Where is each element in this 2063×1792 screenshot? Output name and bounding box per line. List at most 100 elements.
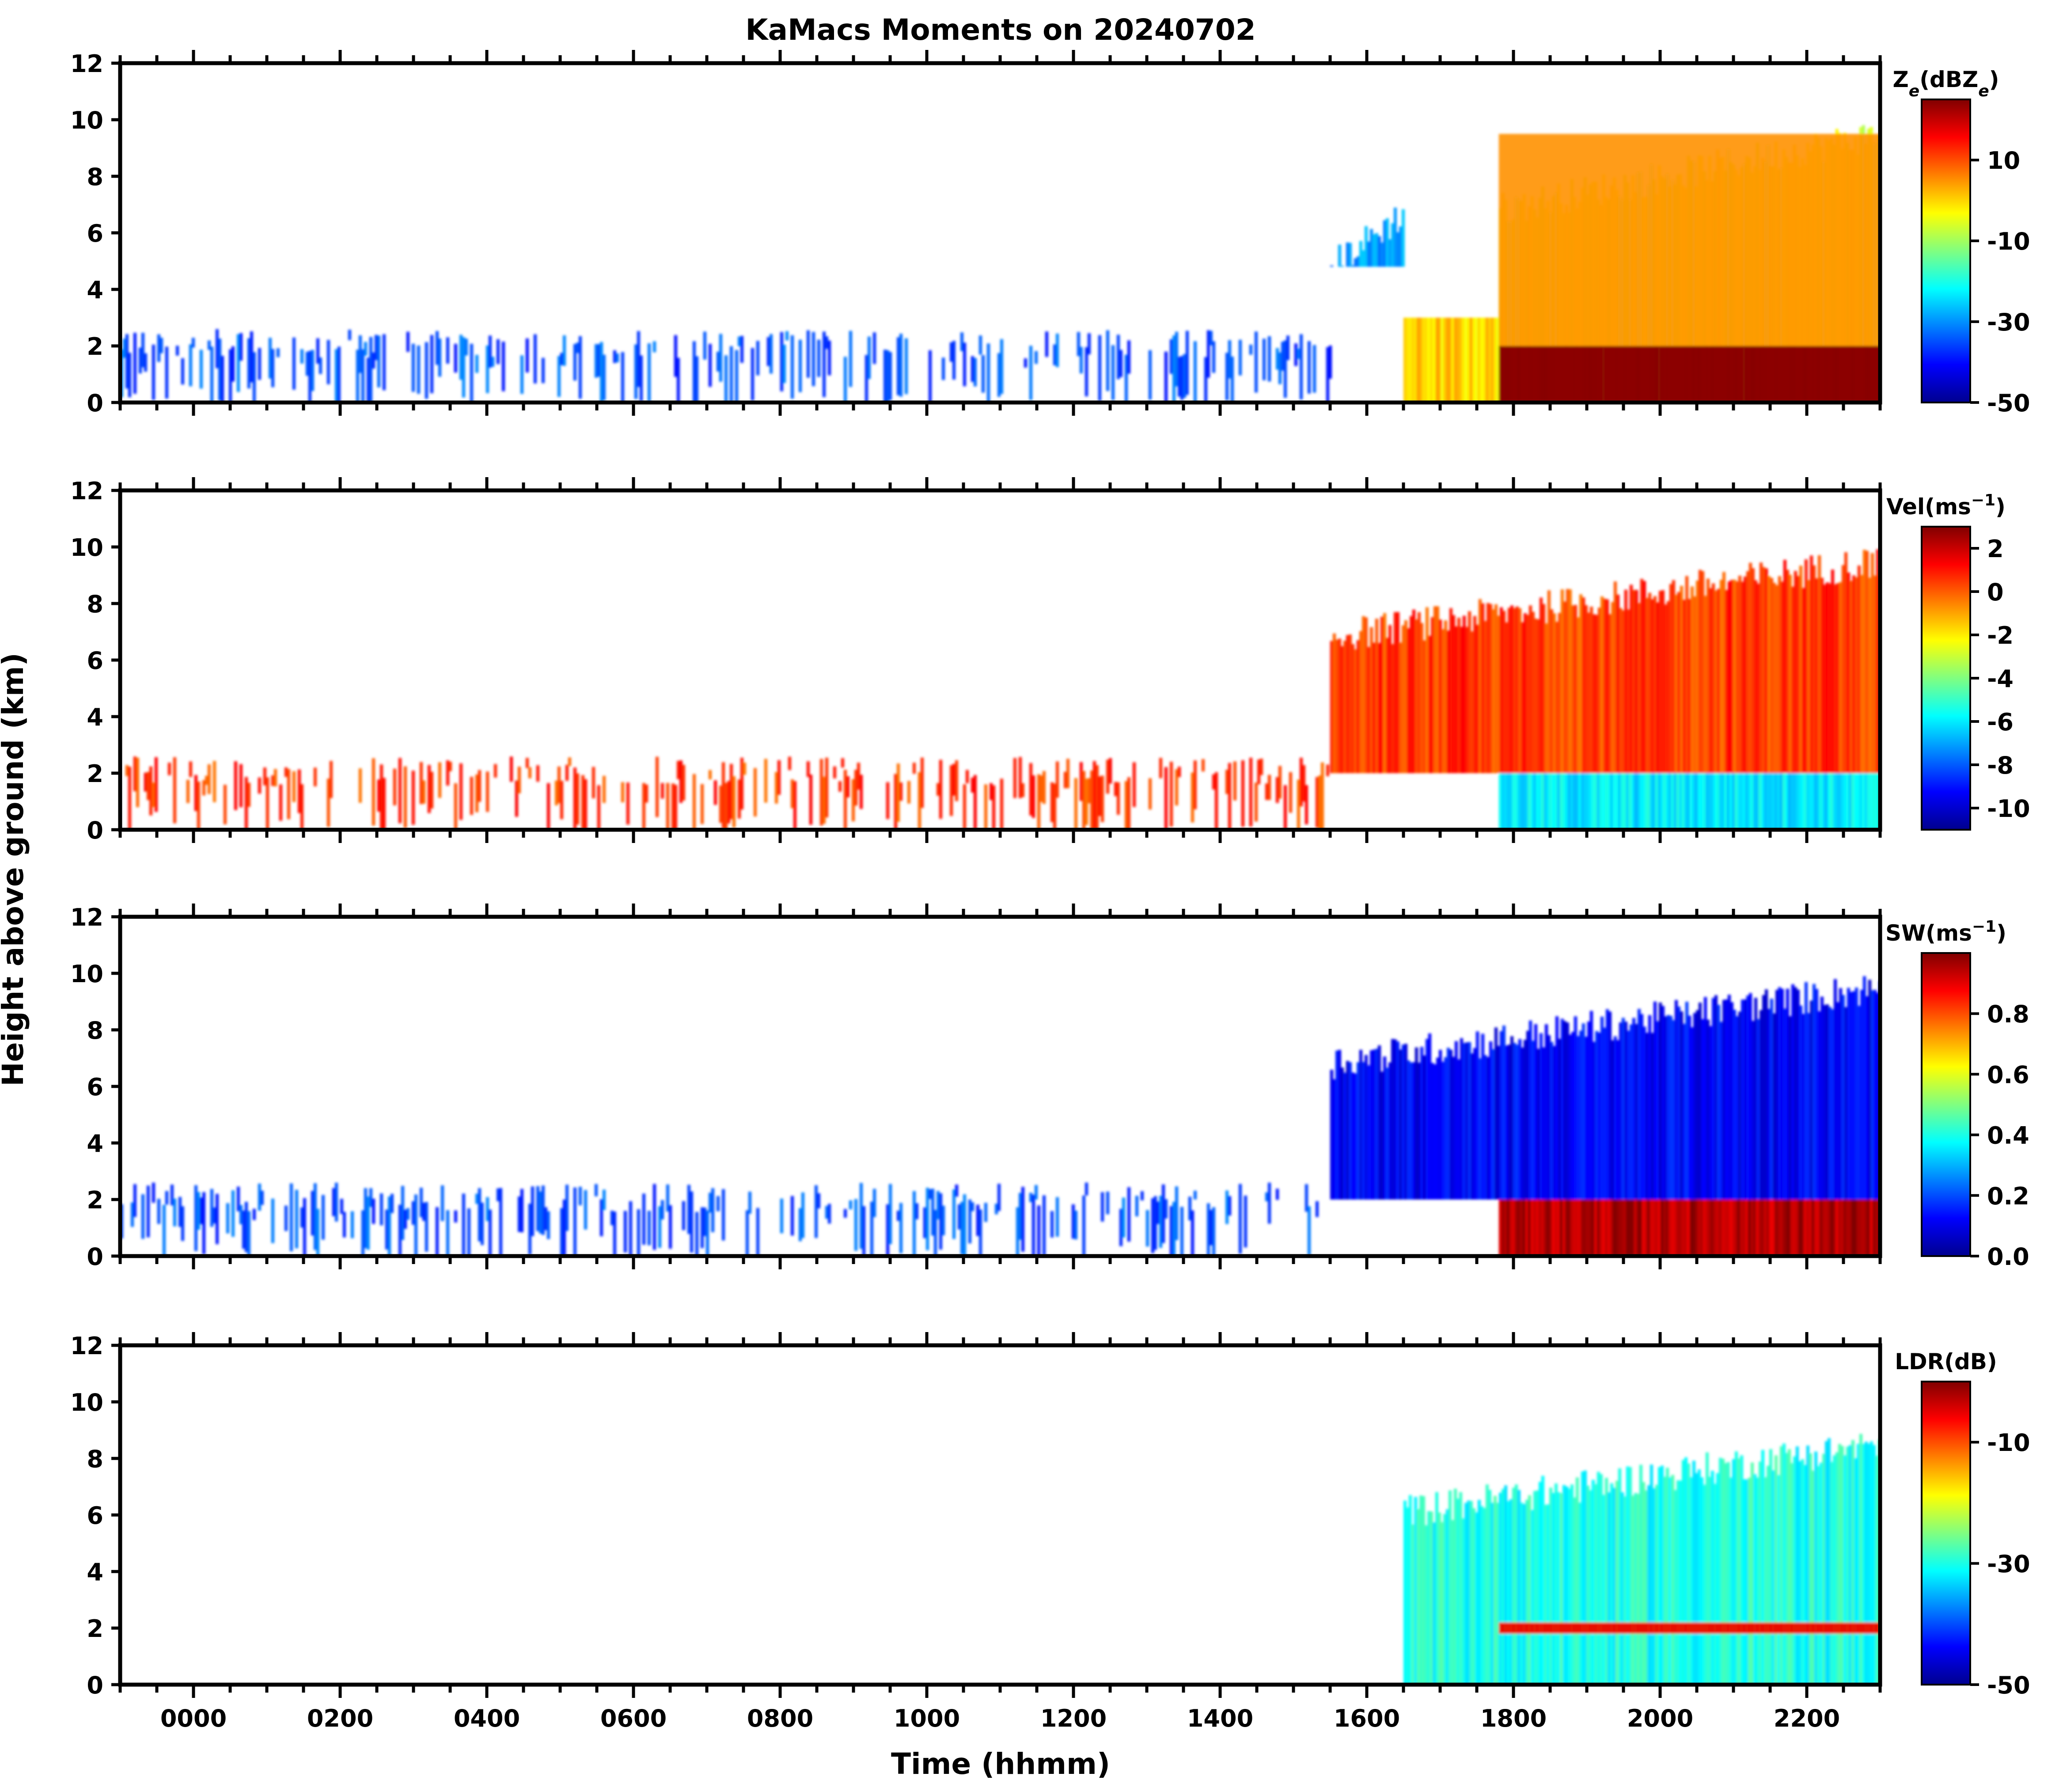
colorbar-tick-label: -10 bbox=[1987, 228, 2030, 255]
radar-field bbox=[1403, 1434, 1880, 1685]
y-axis-ticks: 0 2 4 6 8 10 12 bbox=[70, 477, 120, 844]
feature-spectrum_width-1 bbox=[1330, 976, 1880, 1200]
x-axis-ticks: 0000 0200 0400 0600 0800 1000 1200 1400 1600 1800… bbox=[118, 1332, 1882, 1732]
colorbar-tick-label: 10 bbox=[1987, 147, 2020, 175]
colorbar-spectrum_width: 0.0 0.2 0.4 0.6 0.8 SW(ms−1) bbox=[1885, 918, 2029, 1271]
y-tick-label: 2 bbox=[87, 333, 103, 361]
x-tick-label: 2200 bbox=[1774, 1705, 1840, 1732]
colorbar-gradient bbox=[1921, 952, 1971, 1257]
colorbar-tick-label: 0.6 bbox=[1987, 1061, 2029, 1089]
y-tick-label: 2 bbox=[87, 1186, 103, 1214]
feature-velocity-0 bbox=[125, 756, 1329, 830]
x-axis-label: Time (hhmm) bbox=[891, 1747, 1110, 1781]
feature-reflectivity-0 bbox=[120, 329, 1332, 402]
y-tick-label: 6 bbox=[87, 647, 103, 675]
y-tick-label: 4 bbox=[87, 703, 103, 731]
y-tick-label: 2 bbox=[87, 760, 103, 788]
feature-velocity-1 bbox=[1330, 549, 1880, 773]
colorbar-gradient bbox=[1921, 99, 1971, 403]
y-tick-label: 8 bbox=[87, 590, 103, 618]
feature-spectrum_width-0 bbox=[120, 1182, 1319, 1256]
colorbar-tick-label: 0.4 bbox=[1987, 1122, 2029, 1150]
feature-spectrum_width-2 bbox=[1498, 1200, 1880, 1256]
y-tick-label: 12 bbox=[70, 904, 103, 931]
y-axis-ticks: 0 2 4 6 8 10 12 bbox=[70, 904, 120, 1271]
colorbar-tick-label: 2 bbox=[1987, 535, 2004, 563]
y-tick-label: 12 bbox=[70, 50, 103, 78]
y-tick-label: 4 bbox=[87, 1558, 103, 1586]
x-axis-ticks bbox=[118, 477, 1882, 843]
colorbar-tick-label: -30 bbox=[1987, 308, 2030, 336]
x-tick-label: 0000 bbox=[160, 1705, 227, 1732]
panel-ldr: 0 2 4 6 8 10 12 0000 0200 0400 0600 0800 1000 1200 140… bbox=[70, 1332, 2030, 1732]
panel-spectrum_width: 0 2 4 6 8 10 12 0.0 0.2 0.4 0.6 0.8 SW(ms−1) bbox=[70, 904, 2029, 1271]
x-tick-label: 0600 bbox=[600, 1705, 667, 1732]
feature-reflectivity-3 bbox=[1498, 125, 1880, 346]
y-axis-label: Height above ground (km) bbox=[0, 653, 30, 1086]
x-tick-label: 1000 bbox=[894, 1705, 960, 1732]
colorbar-tick-label: -6 bbox=[1987, 708, 2014, 736]
colorbar-tick-label: 0.2 bbox=[1987, 1182, 2029, 1210]
colorbar-label: Ze(dBZe) bbox=[1893, 67, 1999, 100]
colorbar-tick-label: -10 bbox=[1987, 795, 2030, 823]
y-tick-label: 6 bbox=[87, 1502, 103, 1530]
y-tick-label: 12 bbox=[70, 477, 103, 505]
colorbar-tick-label: -10 bbox=[1987, 1429, 2030, 1457]
panels: 0 2 4 6 8 10 12 -50 -30 -10 10 Ze(dBZe) 0 2 4 6 8 10 12 -10… bbox=[70, 50, 2030, 1732]
x-tick-label: 1200 bbox=[1040, 1705, 1107, 1732]
y-tick-label: 8 bbox=[87, 1445, 103, 1473]
y-tick-label: 0 bbox=[87, 1243, 103, 1271]
y-tick-label: 6 bbox=[87, 220, 103, 247]
y-tick-label: 2 bbox=[87, 1615, 103, 1643]
x-tick-label: 1800 bbox=[1480, 1705, 1547, 1732]
y-tick-label: 8 bbox=[87, 1017, 103, 1044]
colorbar-gradient bbox=[1921, 1381, 1971, 1686]
colorbar-velocity: -10 -8 -6 -4 -2 0 2 Vel(ms−1) bbox=[1886, 491, 2030, 831]
y-tick-label: 0 bbox=[87, 389, 103, 417]
colorbar-tick-label: 0.0 bbox=[1987, 1243, 2029, 1271]
colorbar-tick-label: -2 bbox=[1987, 622, 2014, 649]
x-tick-label: 2000 bbox=[1627, 1705, 1693, 1732]
x-tick-label: 0400 bbox=[454, 1705, 520, 1732]
y-tick-label: 12 bbox=[70, 1332, 103, 1360]
colorbar-reflectivity: -50 -30 -10 10 Ze(dBZe) bbox=[1893, 67, 2030, 417]
chart-title: KaMacs Moments on 20240702 bbox=[745, 13, 1255, 47]
feature-reflectivity-4 bbox=[1498, 346, 1880, 402]
colorbar-tick-label: -50 bbox=[1987, 1671, 2030, 1699]
colorbar-tick-label: -50 bbox=[1987, 389, 2030, 417]
panel-reflectivity: 0 2 4 6 8 10 12 -50 -30 -10 10 Ze(dBZe) bbox=[70, 50, 2030, 417]
y-tick-label: 0 bbox=[87, 816, 103, 844]
colorbar-tick-label: 0 bbox=[1987, 578, 2004, 606]
y-tick-label: 8 bbox=[87, 163, 103, 191]
colorbar-tick-label: 0.8 bbox=[1987, 1000, 2029, 1028]
feature-ldr-1 bbox=[1498, 1622, 1880, 1634]
y-tick-label: 0 bbox=[87, 1671, 103, 1699]
colorbar-label: LDR(dB) bbox=[1895, 1349, 1997, 1374]
colorbar-tick-label: -8 bbox=[1987, 752, 2014, 779]
feature-reflectivity-2 bbox=[1403, 318, 1499, 402]
y-tick-label: 10 bbox=[70, 960, 103, 988]
y-tick-label: 10 bbox=[70, 106, 103, 134]
colorbar-label: SW(ms−1) bbox=[1885, 918, 2006, 946]
colorbar-label: Vel(ms−1) bbox=[1886, 491, 2006, 520]
x-tick-label: 1400 bbox=[1187, 1705, 1253, 1732]
y-tick-label: 10 bbox=[70, 534, 103, 562]
x-axis-ticks bbox=[118, 904, 1882, 1269]
feature-velocity-2 bbox=[1498, 773, 1880, 830]
y-tick-label: 10 bbox=[70, 1389, 103, 1416]
colorbar-tick-label: -30 bbox=[1987, 1550, 2030, 1578]
radar-field bbox=[125, 549, 1880, 830]
x-tick-label: 0800 bbox=[747, 1705, 813, 1732]
y-axis-ticks: 0 2 4 6 8 10 12 bbox=[70, 50, 120, 417]
y-tick-label: 4 bbox=[87, 276, 103, 304]
x-tick-label: 0200 bbox=[307, 1705, 373, 1732]
colorbar-tick-label: -4 bbox=[1987, 665, 2014, 693]
y-tick-label: 6 bbox=[87, 1073, 103, 1101]
colorbar-gradient bbox=[1921, 526, 1971, 831]
y-tick-label: 4 bbox=[87, 1130, 103, 1158]
radar-field bbox=[120, 976, 1880, 1256]
y-axis-ticks: 0 2 4 6 8 10 12 bbox=[70, 1332, 120, 1699]
colorbar-ldr: -50 -30 -10 LDR(dB) bbox=[1895, 1349, 2030, 1699]
panel-velocity: 0 2 4 6 8 10 12 -10 -8 -6 -4 -2 0 2 Vel(ms−1) bbox=[70, 477, 2030, 844]
